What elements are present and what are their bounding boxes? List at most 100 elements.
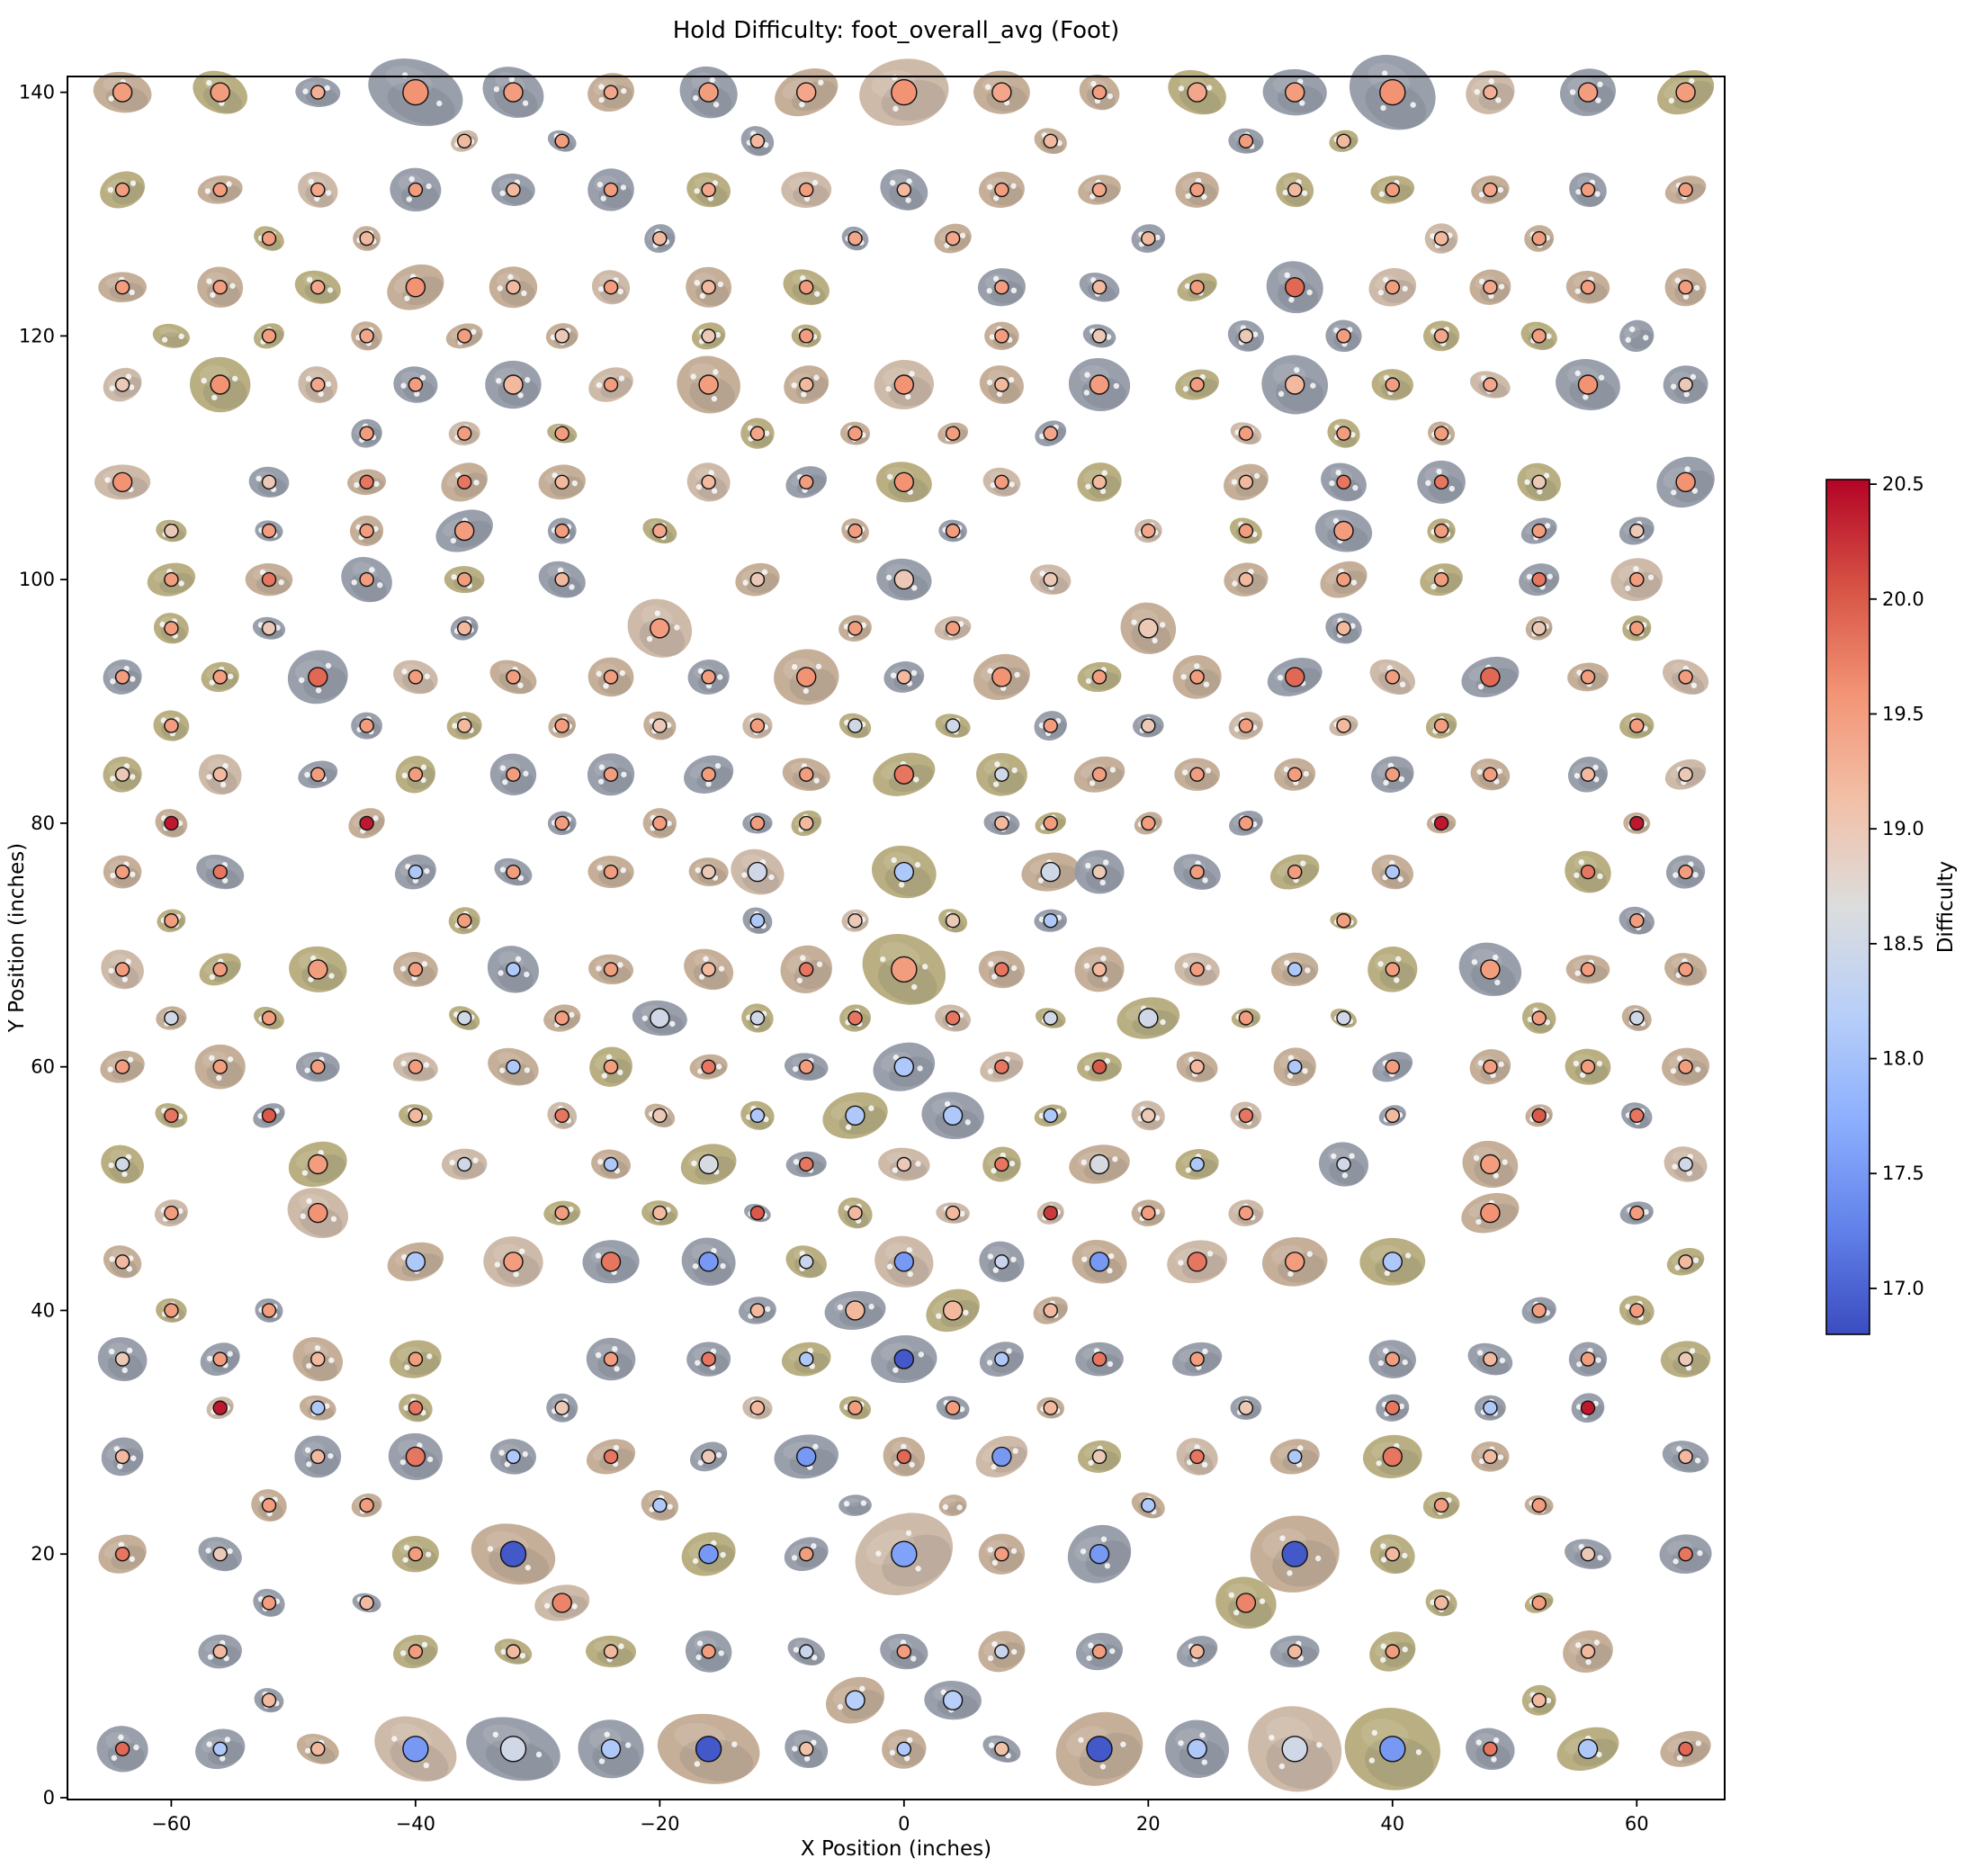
difficulty-dot xyxy=(1385,1351,1401,1367)
led-dot-icon xyxy=(898,882,905,888)
led-dot-icon xyxy=(228,673,234,680)
led-dot-icon xyxy=(910,669,918,677)
difficulty-dot xyxy=(1433,523,1449,539)
led-dot-icon xyxy=(209,679,215,686)
led-dot-icon xyxy=(1596,1751,1602,1758)
led-dot-icon xyxy=(107,1066,113,1073)
led-dot-icon xyxy=(400,1060,407,1067)
difficulty-dot xyxy=(503,374,524,395)
difficulty-dot xyxy=(799,1644,814,1659)
led-dot-icon xyxy=(720,1262,726,1270)
difficulty-dot xyxy=(1043,1205,1058,1221)
difficulty-dot xyxy=(893,569,914,590)
led-dot-icon xyxy=(603,683,609,689)
difficulty-dot xyxy=(1433,718,1449,733)
led-dot-icon xyxy=(421,1641,428,1648)
difficulty-dot xyxy=(945,1400,961,1415)
led-dot-icon xyxy=(714,331,722,338)
led-dot-icon xyxy=(617,1069,623,1075)
difficulty-dot xyxy=(749,426,766,441)
led-dot-icon xyxy=(1201,1461,1208,1468)
led-dot-icon xyxy=(304,1067,310,1073)
led-dot-icon xyxy=(308,178,315,185)
led-dot-icon xyxy=(1695,1740,1702,1746)
led-dot-icon xyxy=(910,983,918,991)
led-dot-icon xyxy=(1178,85,1185,92)
y-axis-label: Y Position (inches) xyxy=(5,843,29,1034)
difficulty-dot xyxy=(405,1446,426,1468)
difficulty-dot xyxy=(1580,864,1596,880)
difficulty-dot xyxy=(1580,669,1596,685)
led-dot-icon xyxy=(226,181,232,187)
difficulty-dot xyxy=(1043,913,1058,929)
difficulty-dot xyxy=(1483,1400,1498,1415)
difficulty-dot xyxy=(1235,1593,1257,1613)
difficulty-dot xyxy=(1336,426,1351,441)
led-dot-icon xyxy=(426,1353,433,1360)
difficulty-dot xyxy=(114,1741,130,1757)
difficulty-dot xyxy=(1385,377,1401,392)
difficulty-dot xyxy=(994,1351,1009,1367)
led-dot-icon xyxy=(1089,780,1096,786)
led-dot-icon xyxy=(1402,1359,1408,1366)
led-dot-icon xyxy=(597,778,605,785)
led-dot-icon xyxy=(711,1247,717,1254)
y-tick-label: 40 xyxy=(31,1299,55,1321)
led-dot-icon xyxy=(1574,872,1580,878)
difficulty-dot xyxy=(1336,1156,1351,1172)
difficulty-dot xyxy=(408,1400,424,1415)
led-dot-icon xyxy=(1350,579,1358,586)
y-tick-label: 60 xyxy=(31,1056,55,1078)
led-dot-icon xyxy=(314,195,320,202)
led-dot-icon xyxy=(1430,583,1437,590)
led-dot-icon xyxy=(519,1653,526,1659)
led-dot-icon xyxy=(717,674,723,680)
led-dot-icon xyxy=(1099,488,1107,495)
led-dot-icon xyxy=(1085,678,1092,685)
difficulty-dot xyxy=(1382,1252,1403,1272)
x-tick-label: −40 xyxy=(396,1813,435,1835)
difficulty-dot xyxy=(212,1400,228,1415)
led-dot-icon xyxy=(812,1443,819,1450)
led-dot-icon xyxy=(711,1539,717,1547)
led-dot-icon xyxy=(178,333,184,340)
led-dot-icon xyxy=(1478,278,1485,285)
difficulty-dot xyxy=(554,815,569,831)
difficulty-dot xyxy=(457,913,472,929)
difficulty-dot xyxy=(1091,767,1108,782)
led-dot-icon xyxy=(178,580,184,587)
led-dot-icon xyxy=(598,1758,605,1764)
difficulty-dot xyxy=(554,474,569,489)
led-dot-icon xyxy=(1107,1360,1114,1368)
difficulty-dot xyxy=(359,328,374,344)
difficulty-dot xyxy=(114,1449,130,1465)
led-dot-icon xyxy=(569,1011,575,1019)
led-dot-icon xyxy=(1684,466,1690,472)
led-dot-icon xyxy=(1008,377,1015,383)
difficulty-dot xyxy=(1189,377,1205,392)
led-dot-icon xyxy=(1537,489,1543,495)
difficulty-dot xyxy=(457,718,472,733)
led-dot-icon xyxy=(1674,1264,1681,1270)
difficulty-dot xyxy=(554,1205,569,1221)
led-dot-icon xyxy=(812,179,819,186)
led-dot-icon xyxy=(1178,1260,1184,1266)
difficulty-dot xyxy=(1382,1446,1403,1468)
difficulty-dot xyxy=(1284,667,1305,687)
led-dot-icon xyxy=(889,180,896,186)
led-dot-icon xyxy=(1377,290,1385,296)
difficulty-dot xyxy=(603,767,619,782)
difficulty-dot xyxy=(1531,1010,1547,1026)
difficulty-dot xyxy=(701,1449,716,1465)
led-dot-icon xyxy=(1099,879,1106,886)
led-dot-icon xyxy=(598,764,605,770)
led-dot-icon xyxy=(1624,585,1631,592)
difficulty-dot xyxy=(1580,1400,1596,1415)
led-dot-icon xyxy=(110,776,116,782)
led-dot-icon xyxy=(108,967,114,974)
led-dot-icon xyxy=(1202,877,1208,884)
led-dot-icon xyxy=(306,1461,312,1468)
led-dot-icon xyxy=(1668,97,1675,104)
led-dot-icon xyxy=(1377,1360,1385,1367)
led-dot-icon xyxy=(742,579,749,586)
